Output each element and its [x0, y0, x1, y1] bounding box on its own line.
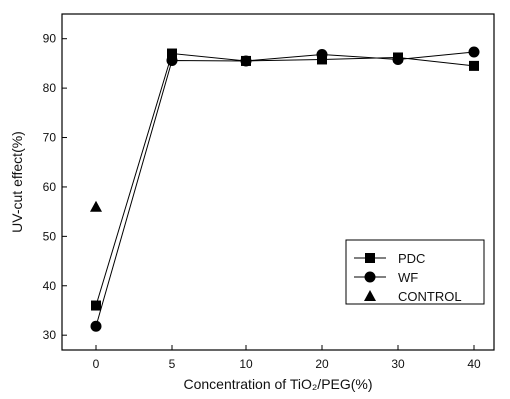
- series-wf-point: [240, 55, 252, 67]
- legend-wf-marker: [364, 271, 376, 283]
- y-axis-ticks: 30 40 50 60 70 80 90: [43, 32, 67, 342]
- y-tick-label: 90: [43, 32, 57, 46]
- legend-pdc-label: PDC: [398, 251, 425, 266]
- x-tick-label: 0: [93, 357, 100, 371]
- plot-area-frame: [61, 13, 495, 351]
- series-wf-line: [95, 51, 475, 327]
- series-pdc-point: [91, 300, 101, 311]
- legend-pdc-marker: [365, 253, 375, 263]
- x-tick-label: 20: [315, 357, 329, 371]
- x-tick-label: 40: [467, 357, 481, 371]
- x-tick-label: 5: [169, 357, 176, 371]
- y-tick-label: 60: [43, 180, 57, 194]
- series-wf-point: [90, 320, 102, 332]
- series-control-point: [90, 200, 102, 212]
- series-pdc-line: [95, 52, 475, 306]
- series-pdc-point: [469, 60, 479, 71]
- x-axis-ticks: 0 5 10 20 30 40: [93, 345, 481, 371]
- y-tick-label: 40: [43, 279, 57, 293]
- legend-control-marker: [364, 290, 376, 301]
- y-axis-label: UV-cut effect(%): [9, 131, 25, 233]
- series-layer: [90, 46, 480, 332]
- series-wf-point: [392, 53, 404, 65]
- y-tick-label: 80: [43, 81, 57, 95]
- legend-control-label: CONTROL: [398, 289, 462, 304]
- y-tick-label: 30: [43, 328, 57, 342]
- legend: PDC WF CONTROL: [345, 239, 485, 305]
- legend-wf-label: WF: [398, 270, 418, 285]
- y-tick-label: 50: [43, 229, 57, 243]
- series-wf-point: [166, 54, 178, 66]
- series-wf-point: [316, 49, 328, 61]
- x-tick-label: 10: [239, 357, 253, 371]
- x-axis-label: Concentration of TiO₂/PEG(%): [183, 376, 372, 392]
- series-wf-point: [468, 46, 480, 58]
- series-pdc-point: [167, 48, 177, 59]
- y-tick-label: 70: [43, 131, 57, 145]
- x-tick-label: 30: [391, 357, 405, 371]
